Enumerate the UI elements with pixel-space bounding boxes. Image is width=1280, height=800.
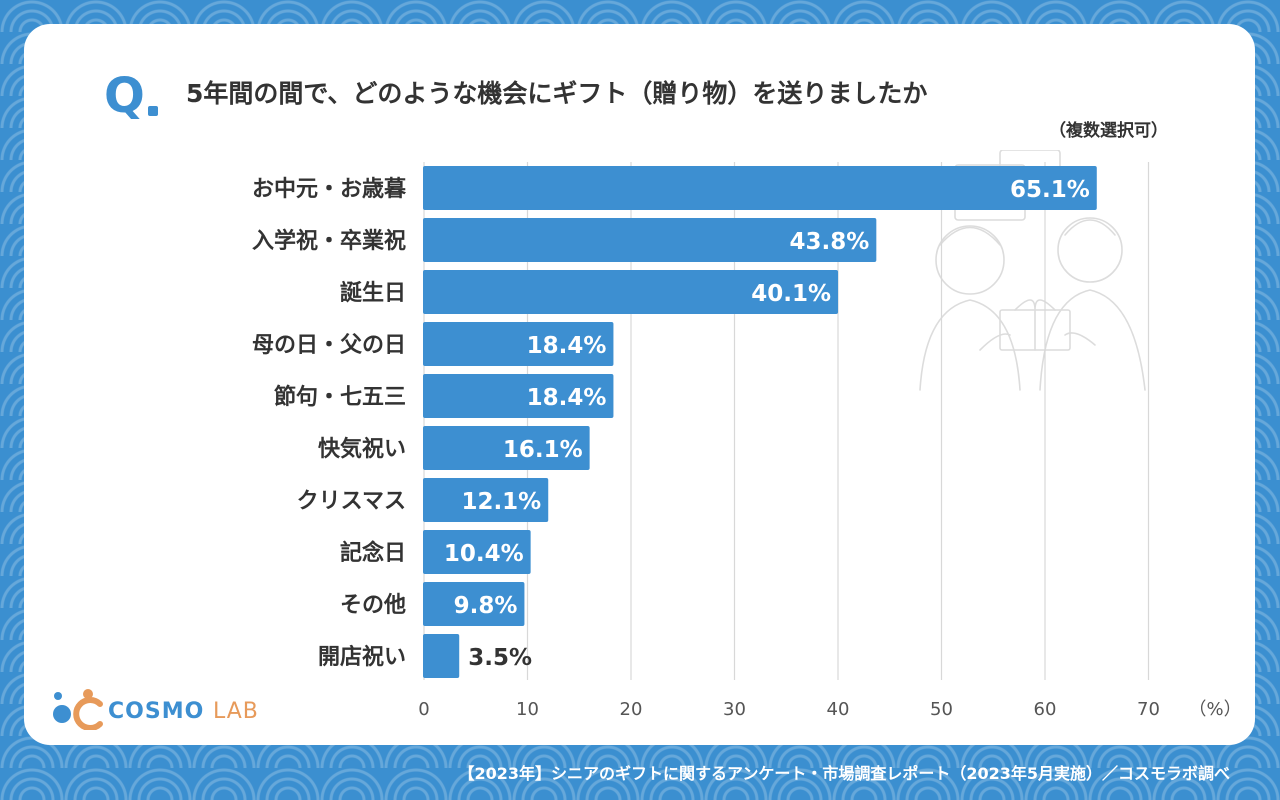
data-label: 43.8% [790, 229, 870, 255]
category-label: 誕生日 [340, 280, 406, 306]
data-label: 3.5% [468, 645, 532, 671]
x-tick-label: 10 [516, 699, 539, 720]
data-label: 40.1% [751, 281, 831, 307]
bar [423, 426, 590, 470]
category-label: 節句・七五三 [274, 384, 406, 410]
x-axis-unit: （%） [1189, 699, 1242, 720]
bar [423, 478, 549, 522]
category-label: その他 [340, 593, 406, 618]
category-label: お中元・お歳暮 [252, 177, 407, 202]
data-label: 10.4% [444, 541, 524, 567]
bar [423, 374, 614, 418]
question-mark: Q [104, 68, 145, 124]
data-label: 9.8% [454, 593, 518, 619]
chart-title: 5年間の間で、どのような機会にギフト（贈り物）を送りましたか [186, 79, 928, 108]
cosmo-lab-logo-icon [53, 689, 103, 730]
question-dot [148, 106, 158, 116]
x-tick-label: 50 [930, 699, 953, 720]
data-label: 16.1% [503, 437, 583, 463]
data-label: 65.1% [1010, 177, 1090, 203]
x-tick-label: 60 [1034, 699, 1057, 720]
footer-source: 【2023年】シニアのギフトに関するアンケート・市場調査レポート（2023年5月… [458, 764, 1230, 783]
data-label: 12.1% [461, 489, 541, 515]
category-label: クリスマス [297, 489, 406, 514]
x-tick-label: 30 [723, 699, 746, 720]
logo-text: COSMO LAB [108, 699, 259, 724]
x-tick-label: 70 [1137, 699, 1160, 720]
category-label: 開店祝い [318, 645, 406, 670]
logo-main: COSMO [108, 699, 205, 724]
bar [423, 634, 460, 678]
bar [423, 582, 525, 626]
bar [423, 322, 614, 366]
chart-subtitle: （複数選択可） [1049, 121, 1168, 141]
bar [423, 218, 877, 262]
data-label: 18.4% [527, 333, 607, 359]
x-tick-label: 20 [620, 699, 643, 720]
category-label: 入学祝・卒業祝 [252, 228, 406, 254]
bar [423, 530, 531, 574]
category-label: 母の日・父の日 [252, 333, 406, 358]
bar [423, 270, 839, 314]
logo-sub: LAB [212, 699, 259, 724]
bar [423, 166, 1097, 210]
chart-card [24, 24, 1255, 745]
x-tick-label: 40 [827, 699, 850, 720]
category-label: 快気祝い [318, 436, 406, 462]
data-label: 18.4% [527, 385, 607, 411]
category-label: 記念日 [340, 540, 406, 566]
x-tick-label: 0 [418, 699, 429, 720]
